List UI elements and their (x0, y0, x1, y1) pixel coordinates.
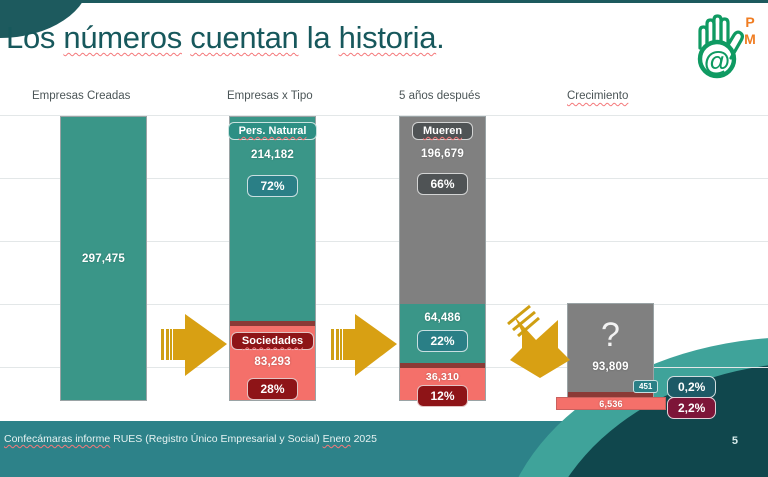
footer-source-run-2: Enero (322, 433, 351, 445)
bar-empresas-por-tipo: Pers. Natural 214,182 72% Sociedades 83,… (227, 116, 318, 401)
pct-mueren: 66% (417, 173, 468, 195)
value-mueren: 196,679 (421, 148, 464, 160)
gridline (0, 367, 768, 368)
bar-cinco-anos-despues: Mueren 196,679 66% 64,486 22% 36,310 12% (399, 116, 486, 407)
bar-crecimiento-bottom: 6,536 (556, 397, 666, 410)
value-pers-natural: 214,182 (251, 149, 294, 161)
column-label-crecimiento: Crecimiento (567, 90, 629, 102)
title-run-3: cuentan (190, 20, 299, 55)
segment-crecimiento-sin: ? 93,809 (568, 304, 653, 393)
gridline (0, 304, 768, 305)
pct-sobreviven-naturales: 22% (417, 329, 468, 352)
column-label-empresas-tipo: Empresas x Tipo (227, 90, 313, 102)
title-run-0: Los (6, 20, 64, 55)
footer-source-run-3: 2025 (350, 433, 377, 445)
value-empresas-creadas: 297,475 (82, 252, 125, 265)
segment-sociedades: Sociedades 83,293 28% (230, 326, 315, 401)
arrow-right-1 (155, 302, 230, 387)
segment-empresas-creadas: 297,475 (61, 117, 146, 400)
footer-source: Confecámaras informe RUES (Registro Únic… (4, 433, 377, 445)
gridline (0, 115, 768, 116)
title-run-2 (182, 20, 190, 55)
arrow-body (343, 314, 397, 376)
page-title: Los números cuentan la historia. (6, 20, 445, 56)
top-edge-strip (0, 0, 768, 3)
title-run-4: la (298, 20, 339, 55)
page-number: 5 (731, 435, 738, 447)
gridline (0, 241, 768, 242)
tag-sociedades: Sociedades (230, 332, 315, 351)
column-label-cinco-anos: 5 años después (399, 90, 481, 102)
segment-sobreviven-naturales: 64,486 22% (400, 303, 485, 364)
bar-empresas-creadas: 297,475 (60, 116, 147, 401)
logo-letter-p: P (745, 14, 754, 30)
gridline (0, 178, 768, 179)
value-sobreviven-sociedades: 36,310 (425, 370, 460, 383)
question-mark: ? (601, 316, 620, 354)
value-sobreviven-naturales: 64,486 (424, 311, 461, 324)
footer-source-run-1: RUES (Registro Único Empresarial y Socia… (110, 433, 323, 445)
column-label-empresas-creadas: Empresas Creadas (32, 90, 131, 102)
arrow-body (173, 314, 227, 376)
segment-sobreviven-sociedades: 36,310 12% (400, 367, 485, 407)
pct-pers-natural: 72% (247, 175, 298, 197)
segment-personas-naturales: Pers. Natural 214,182 72% (227, 117, 318, 321)
title-run-6: . (436, 20, 445, 55)
hand-at-logo: @ P M (684, 4, 762, 84)
arrow-down-right-3 (496, 298, 576, 388)
segment-divider (568, 392, 653, 400)
pct-sobreviven-sociedades: 12% (417, 384, 468, 407)
title-run-5: historia (338, 20, 437, 55)
pct-crecimiento-naturales: 2,2% (667, 397, 717, 419)
tag-mueren: Mueren (411, 122, 474, 140)
tag-pers-natural: Pers. Natural (227, 122, 318, 140)
segment-divider (230, 320, 315, 327)
title-run-1: números (63, 20, 182, 55)
segment-divider (400, 363, 485, 368)
pct-crecimiento-sociedades: 0,2% (667, 376, 717, 398)
value-sociedades: 83,293 (254, 356, 291, 369)
pct-sociedades: 28% (247, 378, 298, 401)
value-6536: 6,536 (599, 398, 623, 409)
footer-source-run-0: Confecámaras informe (4, 433, 111, 445)
value-crecimiento-sin: 93,809 (592, 361, 629, 373)
segment-mueren: Mueren 196,679 66% (400, 117, 485, 304)
logo-letter-m: M (744, 31, 756, 47)
at-symbol: @ (704, 46, 730, 76)
arrow-right-2 (325, 302, 400, 387)
chart-area: Empresas Creadas Empresas x Tipo 5 años … (0, 84, 768, 421)
badge-451: 451 (633, 380, 659, 393)
